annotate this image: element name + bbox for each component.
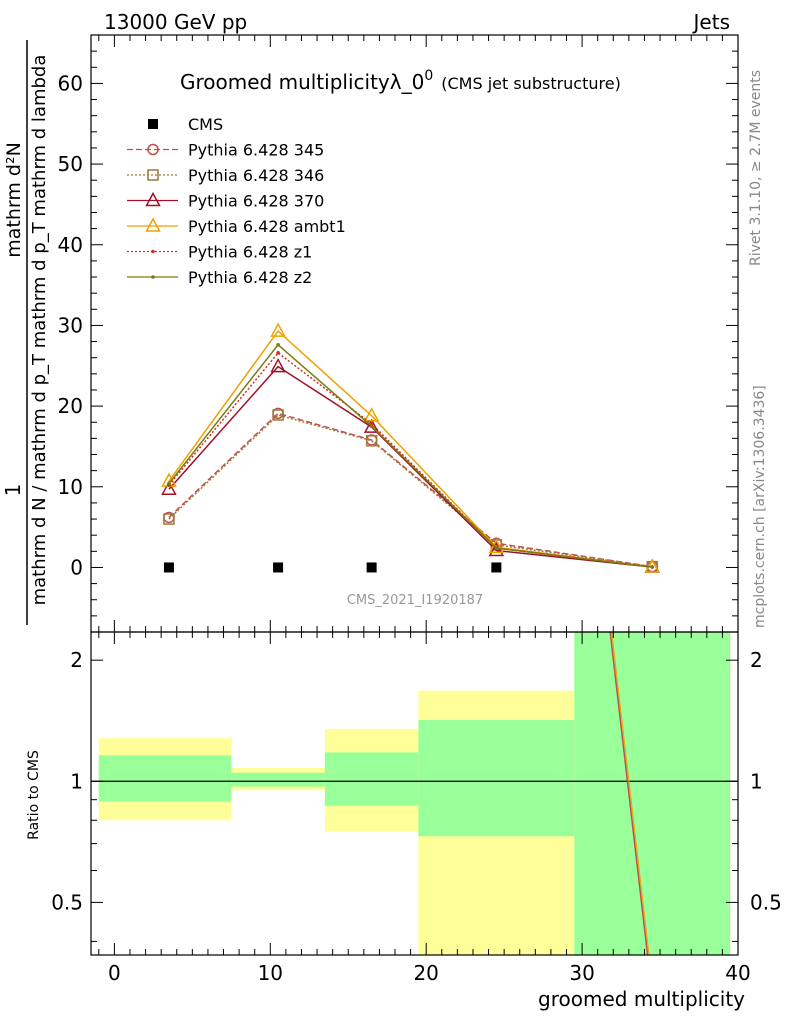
ratio-band-green-4 [574, 632, 731, 955]
y-axis-label-denominator: mathrm d N / mathrm d p_T mathrm d p_T m… [29, 55, 50, 606]
chart-title-superscript: 0 [424, 68, 433, 84]
ratio-band-green-3 [418, 720, 575, 837]
ratio-lines [91, 631, 738, 956]
legend-marker-2 [147, 169, 159, 181]
series-3-point-0 [161, 480, 177, 495]
series-line-3 [168, 365, 653, 568]
series-6-point-2 [369, 424, 374, 429]
x-tick-label: 30 [569, 961, 594, 985]
main-plot-series [161, 322, 661, 573]
y-tick-label: 20 [58, 394, 83, 418]
header-right-label: Jets [692, 10, 730, 34]
mcplots-side-label: mcplots.cern.ch [arXiv:1306.3436] [752, 385, 768, 628]
legend-marker-4 [145, 217, 161, 232]
series-6-point-0 [167, 481, 171, 486]
series-2-point-1 [272, 409, 284, 421]
x-axis-label: groomed multiplicity [538, 987, 745, 1011]
series-6-point-1 [276, 342, 280, 347]
legend-label-5: Pythia 6.428 z1 [188, 243, 312, 262]
x-tick-label: 20 [413, 961, 438, 985]
legend-marker-5 [151, 249, 155, 254]
x-tick-label: 0 [108, 961, 121, 985]
legend-label-6: Pythia 6.428 z2 [188, 268, 312, 287]
ratio-y-tick-label-right: 0.5 [750, 890, 782, 914]
y-tick-label: 50 [58, 152, 83, 176]
series-6-point-4 [650, 565, 655, 569]
series-4-point-3 [488, 538, 505, 554]
x-tick-label: 40 [725, 961, 750, 985]
header-left-label: 13000 GeV pp [104, 10, 247, 34]
legend-label-0: CMS [188, 115, 223, 134]
ratio-y-tick-label: 1 [70, 769, 83, 793]
series-4-point-1 [270, 322, 286, 337]
y-tick-label: 60 [58, 71, 83, 95]
legend-label-1: Pythia 6.428 345 [188, 141, 324, 160]
ratio-plot-frame [90, 631, 739, 956]
series-0-point-2 [366, 562, 377, 573]
series-2-point-0 [163, 513, 175, 525]
series-6-point-3 [494, 546, 499, 550]
y-axis-label-numerator: mathrm d²N [3, 142, 25, 258]
ratio-y-tick-label-right: 1 [750, 769, 763, 793]
main-y-ticks: 0 10 20 30 40 50 60 [58, 34, 739, 632]
ratio-band-green-2 [324, 752, 419, 806]
legend-marker-3 [145, 191, 161, 207]
watermark-label: CMS_2021_I1920187 [347, 593, 483, 608]
y-tick-label: 0 [70, 555, 83, 579]
legend-marker-0 [148, 119, 158, 129]
series-0-point-3 [491, 562, 502, 573]
legend-label-3: Pythia 6.428 370 [188, 192, 324, 211]
ratio-series-line [609, 631, 649, 956]
y-tick-label: 10 [58, 475, 83, 499]
y-tick-label: 40 [58, 233, 83, 257]
y-tick-label: 30 [58, 313, 83, 337]
series-line-1 [168, 412, 653, 568]
y-axis-label-prefix: 1 [1, 484, 25, 497]
ratio-series-line-alt [611, 631, 650, 956]
rivet-side-label: Rivet 3.1.10, ≥ 2.7M events [748, 70, 764, 266]
chart-title: Groomed multiplicityλ_00 (CMS jet substru… [180, 68, 621, 94]
legend-marker-6 [151, 275, 155, 279]
series-5-point-1 [276, 351, 280, 355]
ratio-bands [98, 632, 731, 955]
ratio-y-tick-label-right: 2 [750, 648, 763, 672]
chart-title-main: Groomed multiplicityλ_0 [180, 70, 424, 94]
legend: CMS Pythia 6.428 345 Pythia 6.428 346 Pythi… [127, 115, 346, 287]
legend-label-2: Pythia 6.428 346 [188, 166, 324, 185]
ratio-y-tick-label: 2 [70, 648, 83, 672]
ratio-band-green-1 [231, 772, 325, 787]
series-4-point-2 [363, 407, 380, 422]
ratio-y-tick-label: 0.5 [51, 890, 83, 914]
series-3-point-3 [488, 541, 505, 557]
series-2-point-2 [365, 435, 378, 447]
legend-marker-1 [147, 143, 159, 156]
ratio-band-green-0 [98, 755, 232, 802]
legend-label-4: Pythia 6.428 ambt1 [188, 217, 346, 236]
series-line-2 [168, 414, 653, 568]
x-tick-label: 10 [258, 961, 283, 985]
series-3-point-1 [270, 358, 286, 373]
ratio-y-axis-label: Ratio to CMS [26, 750, 42, 840]
ratio-ticks: 0.5 0.51 12 20 10 20 30 40 [51, 632, 782, 985]
series-0-point-0 [163, 562, 174, 573]
series-0-point-1 [273, 562, 284, 573]
series-line-5 [168, 351, 653, 568]
chart-title-subtitle: (CMS jet substructure) [441, 74, 621, 93]
